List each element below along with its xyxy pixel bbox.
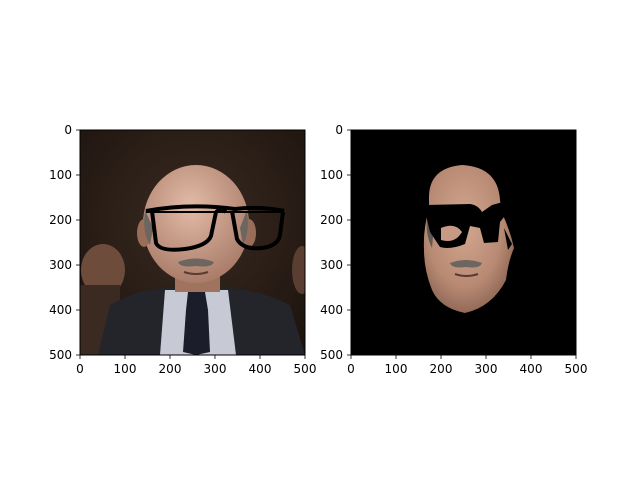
right-ytick-label: 300: [320, 258, 343, 272]
right-xtick-label: 200: [430, 362, 453, 376]
left-ytick-label: 200: [49, 213, 72, 227]
right-image-panel: 0 100 200 300 400 500 0 100 200 300 400 500: [320, 123, 587, 376]
tie: [183, 292, 210, 355]
left-image-panel: 0 100 200 300 400 500 0 100 200 300 400 500: [49, 123, 316, 376]
left-ytick-label: 500: [49, 348, 72, 362]
right-ytick-label: 400: [320, 303, 343, 317]
right-xtick-label: 400: [520, 362, 543, 376]
right-ytick-label: 100: [320, 168, 343, 182]
left-xtick-label: 300: [204, 362, 227, 376]
right-ytick-label: 200: [320, 213, 343, 227]
left-xtick-label: 400: [249, 362, 272, 376]
left-xtick-label: 0: [76, 362, 84, 376]
left-xtick-label: 200: [159, 362, 182, 376]
right-ytick-label: 500: [320, 348, 343, 362]
right-xtick-label: 300: [475, 362, 498, 376]
left-ytick-label: 0: [64, 123, 72, 137]
left-ytick-label: 300: [49, 258, 72, 272]
right-ytick-label: 0: [335, 123, 343, 137]
left-xtick-label: 500: [294, 362, 317, 376]
right-xtick-label: 500: [565, 362, 588, 376]
left-ytick-label: 100: [49, 168, 72, 182]
left-ytick-label: 400: [49, 303, 72, 317]
background-person-right: [292, 246, 312, 294]
right-xtick-label: 100: [385, 362, 408, 376]
right-xtick-label: 0: [347, 362, 355, 376]
left-xtick-label: 100: [114, 362, 137, 376]
